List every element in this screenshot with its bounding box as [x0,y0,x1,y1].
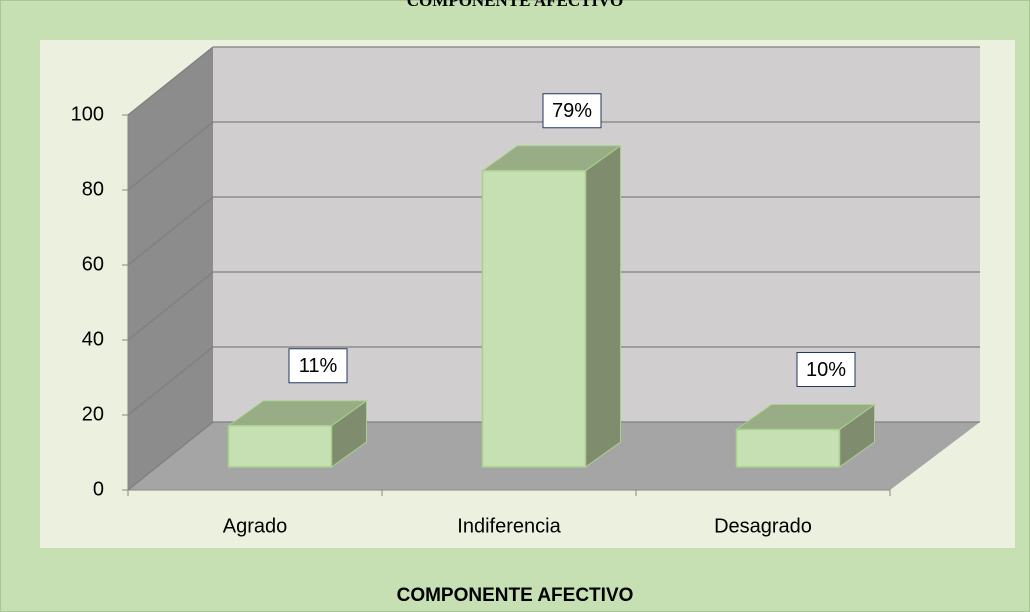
bar [481,170,587,468]
side-grid-line [127,421,214,491]
side-grid-line [127,346,214,416]
data-label-box [288,348,348,384]
y-tick-label: 20 [82,403,104,425]
y-tick-label: 80 [82,178,104,200]
side-grid-line [127,121,214,191]
x-axis-title: COMPONENTE AFECTIVO [397,585,634,606]
y-tick-label: 60 [82,253,104,275]
side-grid-line [127,46,214,116]
data-label-box [796,352,856,387]
data-label: 79% [552,100,592,122]
bar-group [480,144,623,468]
side-wall [128,47,213,490]
side-grid-line [127,196,214,266]
x-tick-label: Agrado [223,515,288,537]
x-tick-label: Indiferencia [457,515,561,537]
bar-group [226,399,369,468]
bar [227,425,333,468]
data-label: 10% [806,359,846,381]
data-label: 11% [299,355,338,377]
y-tick-label: 40 [82,328,104,350]
chart-title: COMPONENTE AFECTIVO [407,0,623,10]
data-label-box [542,93,602,129]
side-grid-line [127,271,214,341]
y-tick-label: 100 [71,103,104,125]
bar-group [734,403,877,468]
bar [735,428,841,468]
bar-side [585,144,621,468]
y-tick-label: 0 [93,478,104,500]
x-tick-label: Desagrado [714,515,812,537]
